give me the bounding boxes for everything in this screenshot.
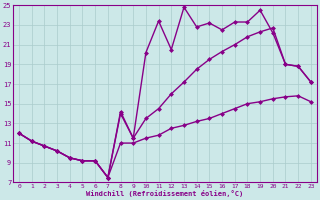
X-axis label: Windchill (Refroidissement éolien,°C): Windchill (Refroidissement éolien,°C) [86,190,244,197]
